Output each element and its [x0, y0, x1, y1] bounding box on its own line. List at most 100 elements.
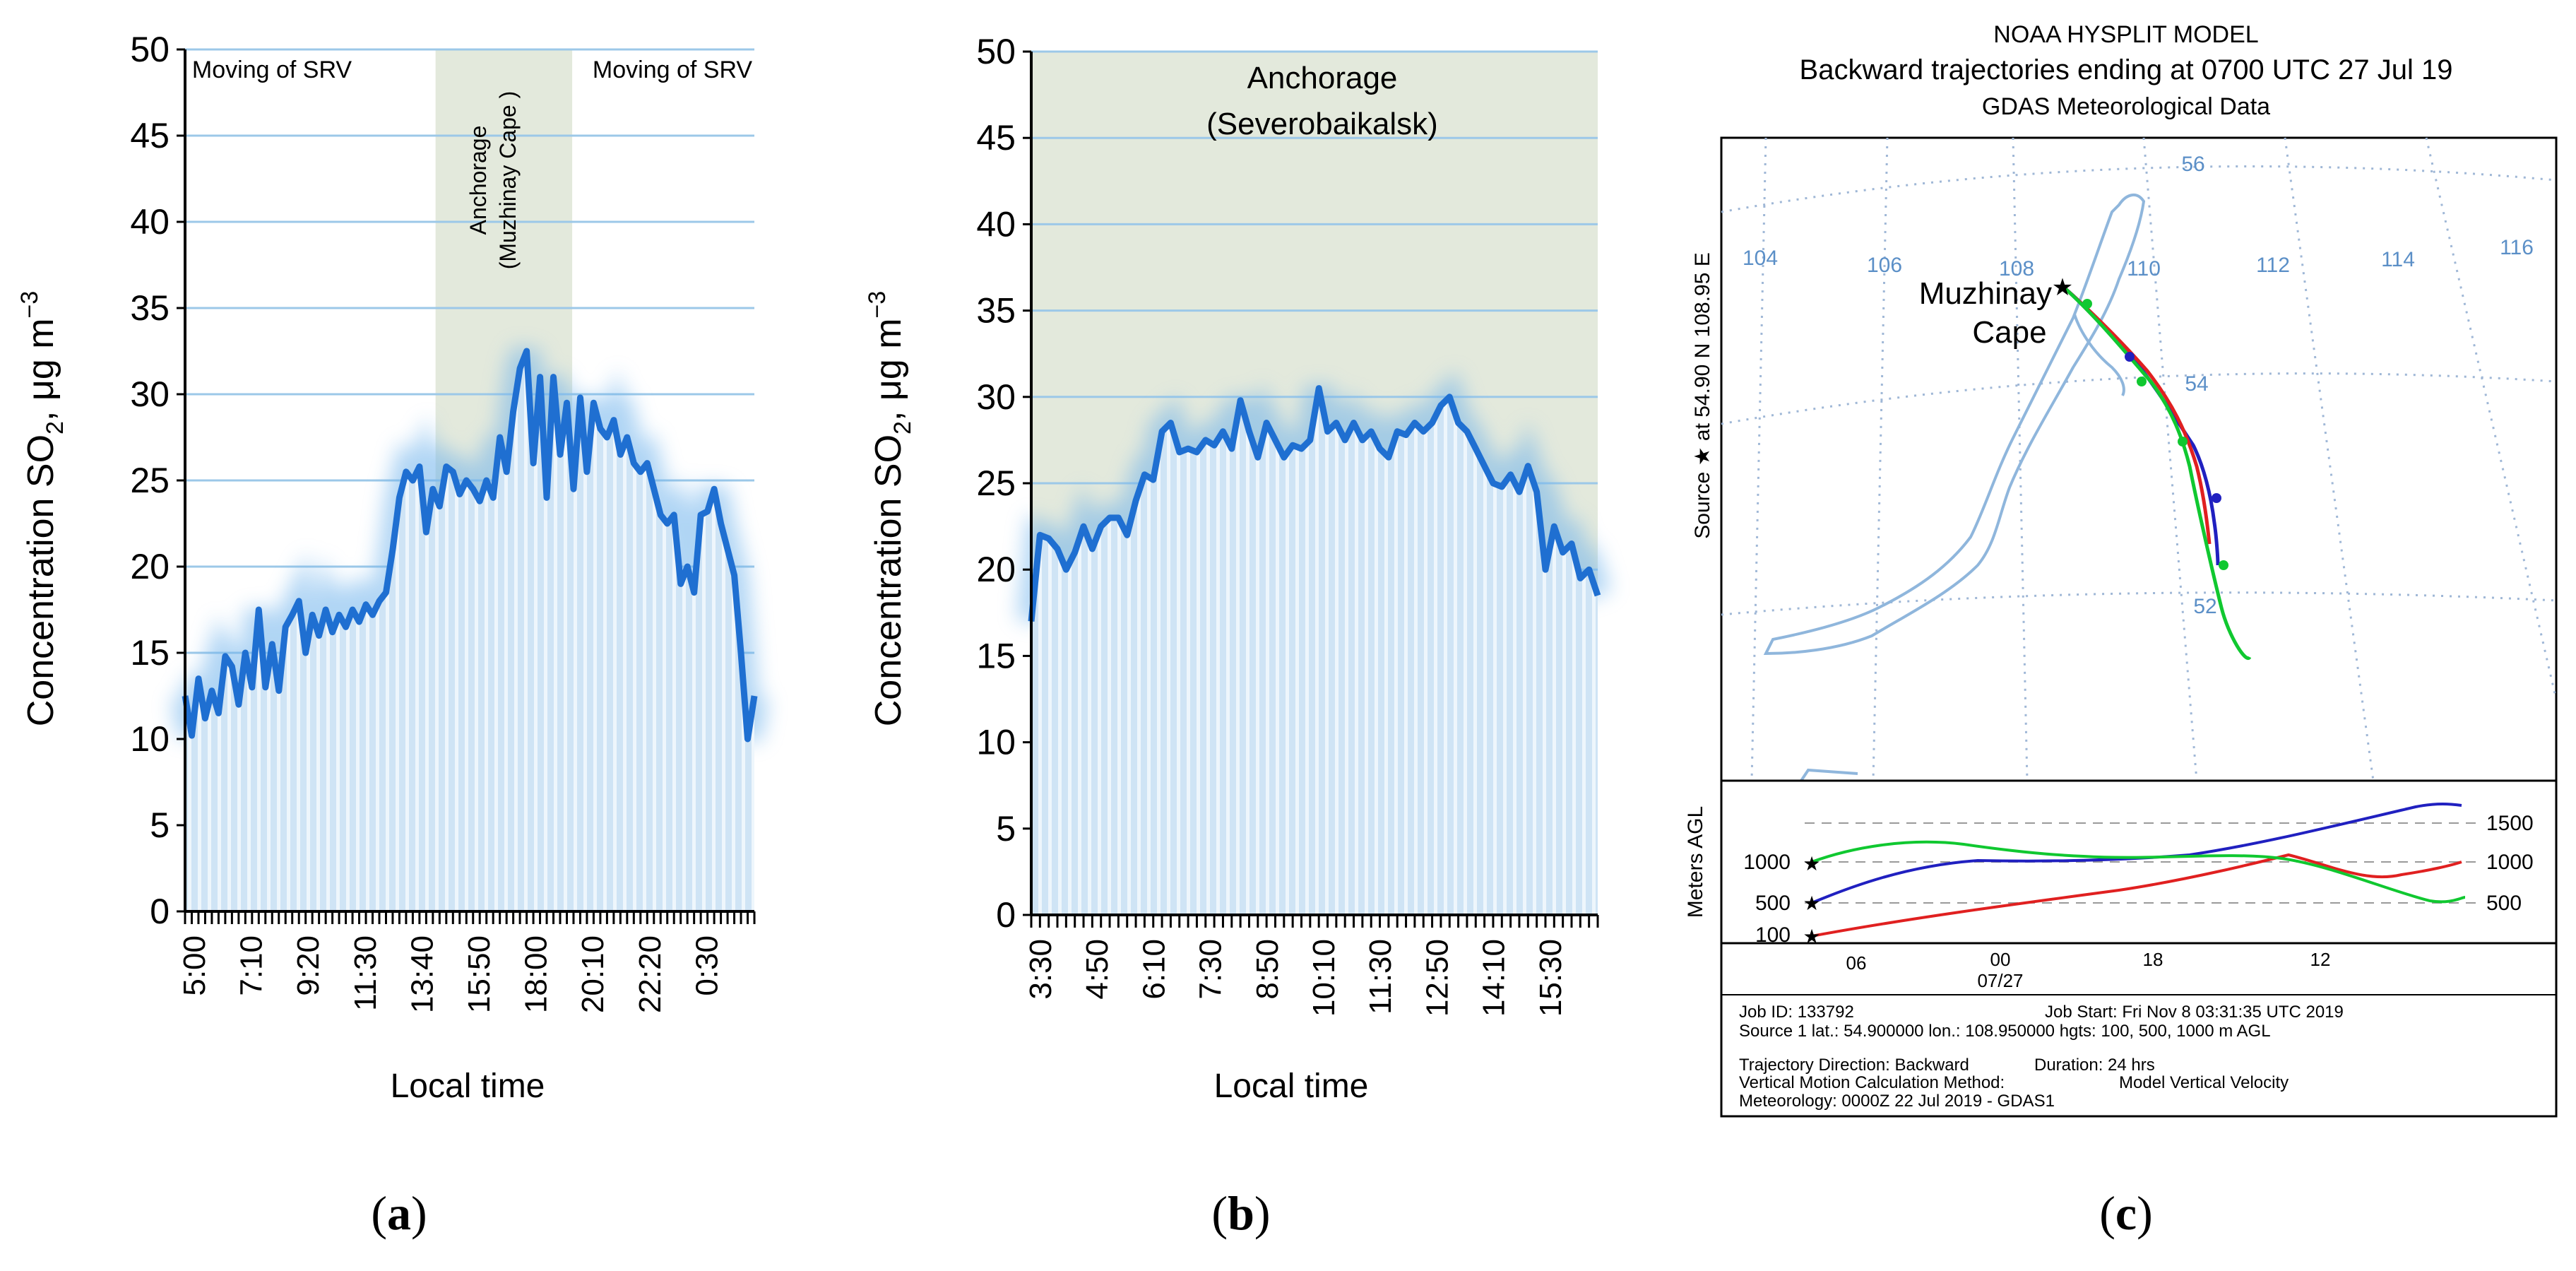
map-graticule [1721, 137, 2558, 781]
x-tick-label: 14:10 [1477, 939, 1512, 1017]
agl-right-ticks: 1500 1000 500 [2486, 812, 2534, 915]
agl-line-1000m [1811, 840, 2466, 904]
chart-b: 0 5 10 15 20 25 30 35 40 45 50 3:30 4:50 6:10 7:30 8:5… [864, 32, 1611, 1240]
y-tick-label: 45 [976, 118, 1016, 158]
chart-a: 0 5 10 15 20 25 30 35 40 45 50 5:00 7:10 9:20 11:30 13… [16, 30, 768, 1240]
info-job-start: Job Start: Fri Nov 8 03:31:35 UTC 2019 [2045, 1003, 2344, 1022]
y-tick-label: 10 [976, 723, 1016, 762]
hysplit-panel: NOAA HYSPLIT MODEL Backward trajectories… [1684, 21, 2558, 1240]
panel-label-c: (c) [2099, 1186, 2153, 1240]
y-tick-label: 50 [976, 32, 1016, 71]
agl-star-icon: ★ [1803, 892, 1820, 914]
agl-tick: 500 [1755, 892, 1791, 915]
x-axis-label-a: Local time [391, 1068, 545, 1105]
x-tick-label: 13:40 [405, 935, 439, 1013]
lake-baikal-outline [1763, 194, 2146, 656]
lon-label: 108 [1999, 257, 2034, 280]
y-tick-label: 35 [976, 291, 1016, 331]
agl-tick: 1000 [2486, 851, 2534, 874]
agl-tick: 1500 [2486, 812, 2534, 835]
lon-label: 110 [2127, 257, 2161, 280]
x-tick-label: 11:30 [348, 935, 383, 1011]
band-label-b-line2: (Severobaikalsk) [1206, 107, 1438, 141]
latitude-labels: 56 54 52 [2181, 153, 2216, 618]
agl-axis-label: Meters AGL [1684, 806, 1707, 918]
panel-label-b: (b) [1211, 1186, 1270, 1240]
panel-label-a: (a) [371, 1186, 427, 1240]
lon-label: 112 [2256, 254, 2290, 277]
info-duration: Duration: 24 hrs [2034, 1056, 2155, 1075]
x-tick-label: 7:10 [235, 935, 269, 996]
band-label-b-line1: Anchorage [1247, 61, 1398, 95]
x-tick-label: 3:30 [1023, 939, 1058, 1000]
traj-marker [2212, 493, 2221, 503]
source-side-label: Source ★ at 54.90 N 108.95 E [1691, 252, 1714, 538]
x-tick-label: 4:50 [1080, 939, 1115, 1000]
y-tick-label: 15 [130, 633, 170, 673]
time-ticks: 06 00 18 12 07/27 [1846, 949, 2331, 991]
time-tick: 06 [1846, 952, 1867, 974]
agl-tick: 500 [2486, 892, 2522, 915]
x-tick-label: 11:30 [1363, 939, 1398, 1015]
coast-line-bottom [1800, 768, 1858, 782]
x-axis-label-b: Local time [1214, 1068, 1369, 1105]
x-tick-label: 8:50 [1250, 939, 1285, 1000]
y-tick-label: 5 [996, 809, 1016, 849]
traj-marker [2219, 560, 2228, 570]
agl-line-100m [1811, 853, 2462, 938]
lat-label: 52 [2193, 595, 2216, 618]
trajectory-1000m [2061, 285, 2252, 661]
lat-label: 54 [2185, 372, 2208, 396]
lon-label: 106 [1867, 254, 1902, 277]
x-tick-label: 7:30 [1194, 939, 1228, 1000]
band-label-a: Anchorage (Muzhinay Cape ) [465, 91, 521, 270]
lat-label: 56 [2181, 153, 2204, 176]
y-tick-label: 0 [996, 895, 1016, 935]
map-frame [1720, 136, 2558, 782]
x-tick-label: 10:10 [1307, 939, 1341, 1017]
info-meteorology: Meteorology: 0000Z 22 Jul 2019 - GDAS1 [1739, 1092, 2055, 1111]
traj-marker [2125, 352, 2135, 362]
annotation-moving-right: Moving of SRV [593, 57, 752, 83]
info-source: Source 1 lat.: 54.900000 lon.: 108.95000… [1739, 1022, 2271, 1041]
data-line-b [1028, 385, 1601, 622]
source-star-icon: ★ [2052, 274, 2073, 301]
time-tick: 18 [2143, 949, 2164, 970]
hysplit-title-3: GDAS Meteorological Data [1982, 93, 2270, 120]
y-tick-label: 0 [150, 892, 170, 931]
y-tick-label: 45 [130, 116, 170, 155]
x-tick-label: 12:50 [1420, 939, 1454, 1017]
info-direction: Trajectory Direction: Backward [1739, 1056, 1969, 1075]
agl-star-icon: ★ [1803, 853, 1820, 875]
location-label-2: Cape [1972, 315, 2046, 350]
y-ticks-a: 0 5 10 15 20 25 30 35 40 45 50 [130, 30, 185, 931]
y-tick-label: 20 [976, 550, 1016, 589]
lon-label: 104 [1743, 247, 1778, 270]
lon-label: 116 [2500, 236, 2534, 259]
agl-tick: 1000 [1743, 851, 1791, 874]
time-tick: 00 [1990, 949, 2011, 970]
info-vertical-value: Model Vertical Velocity [2119, 1073, 2289, 1092]
y-tick-label: 25 [976, 463, 1016, 503]
date-label: 07/27 [1977, 970, 2023, 991]
traj-marker [2137, 377, 2147, 386]
location-label-1: Muzhinay [1919, 276, 2052, 311]
y-axis-label-a: Concentration SO2, μg m−3 [16, 291, 69, 727]
band-label-a-line1: Anchorage [465, 126, 491, 235]
job-info: Job ID: 133792 Job Start: Fri Nov 8 03:3… [1739, 1003, 2344, 1111]
y-tick-label: 30 [130, 374, 170, 414]
x-tick-label: 18:00 [519, 935, 554, 1013]
x-tick-label: 9:20 [291, 935, 326, 996]
band-label-a-line2: (Muzhinay Cape ) [495, 91, 521, 270]
info-vertical-method: Vertical Motion Calculation Method: [1739, 1073, 2005, 1092]
traj-marker [2082, 299, 2092, 309]
hysplit-title-2: Backward trajectories ending at 0700 UTC… [1800, 54, 2453, 85]
area-fill-a [185, 351, 754, 911]
y-tick-label: 40 [976, 204, 1016, 244]
trajectory-100m [2061, 285, 2212, 545]
time-tick: 12 [2310, 949, 2331, 970]
y-tick-label: 50 [130, 30, 170, 69]
hysplit-title-1: NOAA HYSPLIT MODEL [1993, 21, 2258, 48]
x-tick-label: 15:50 [462, 935, 497, 1013]
